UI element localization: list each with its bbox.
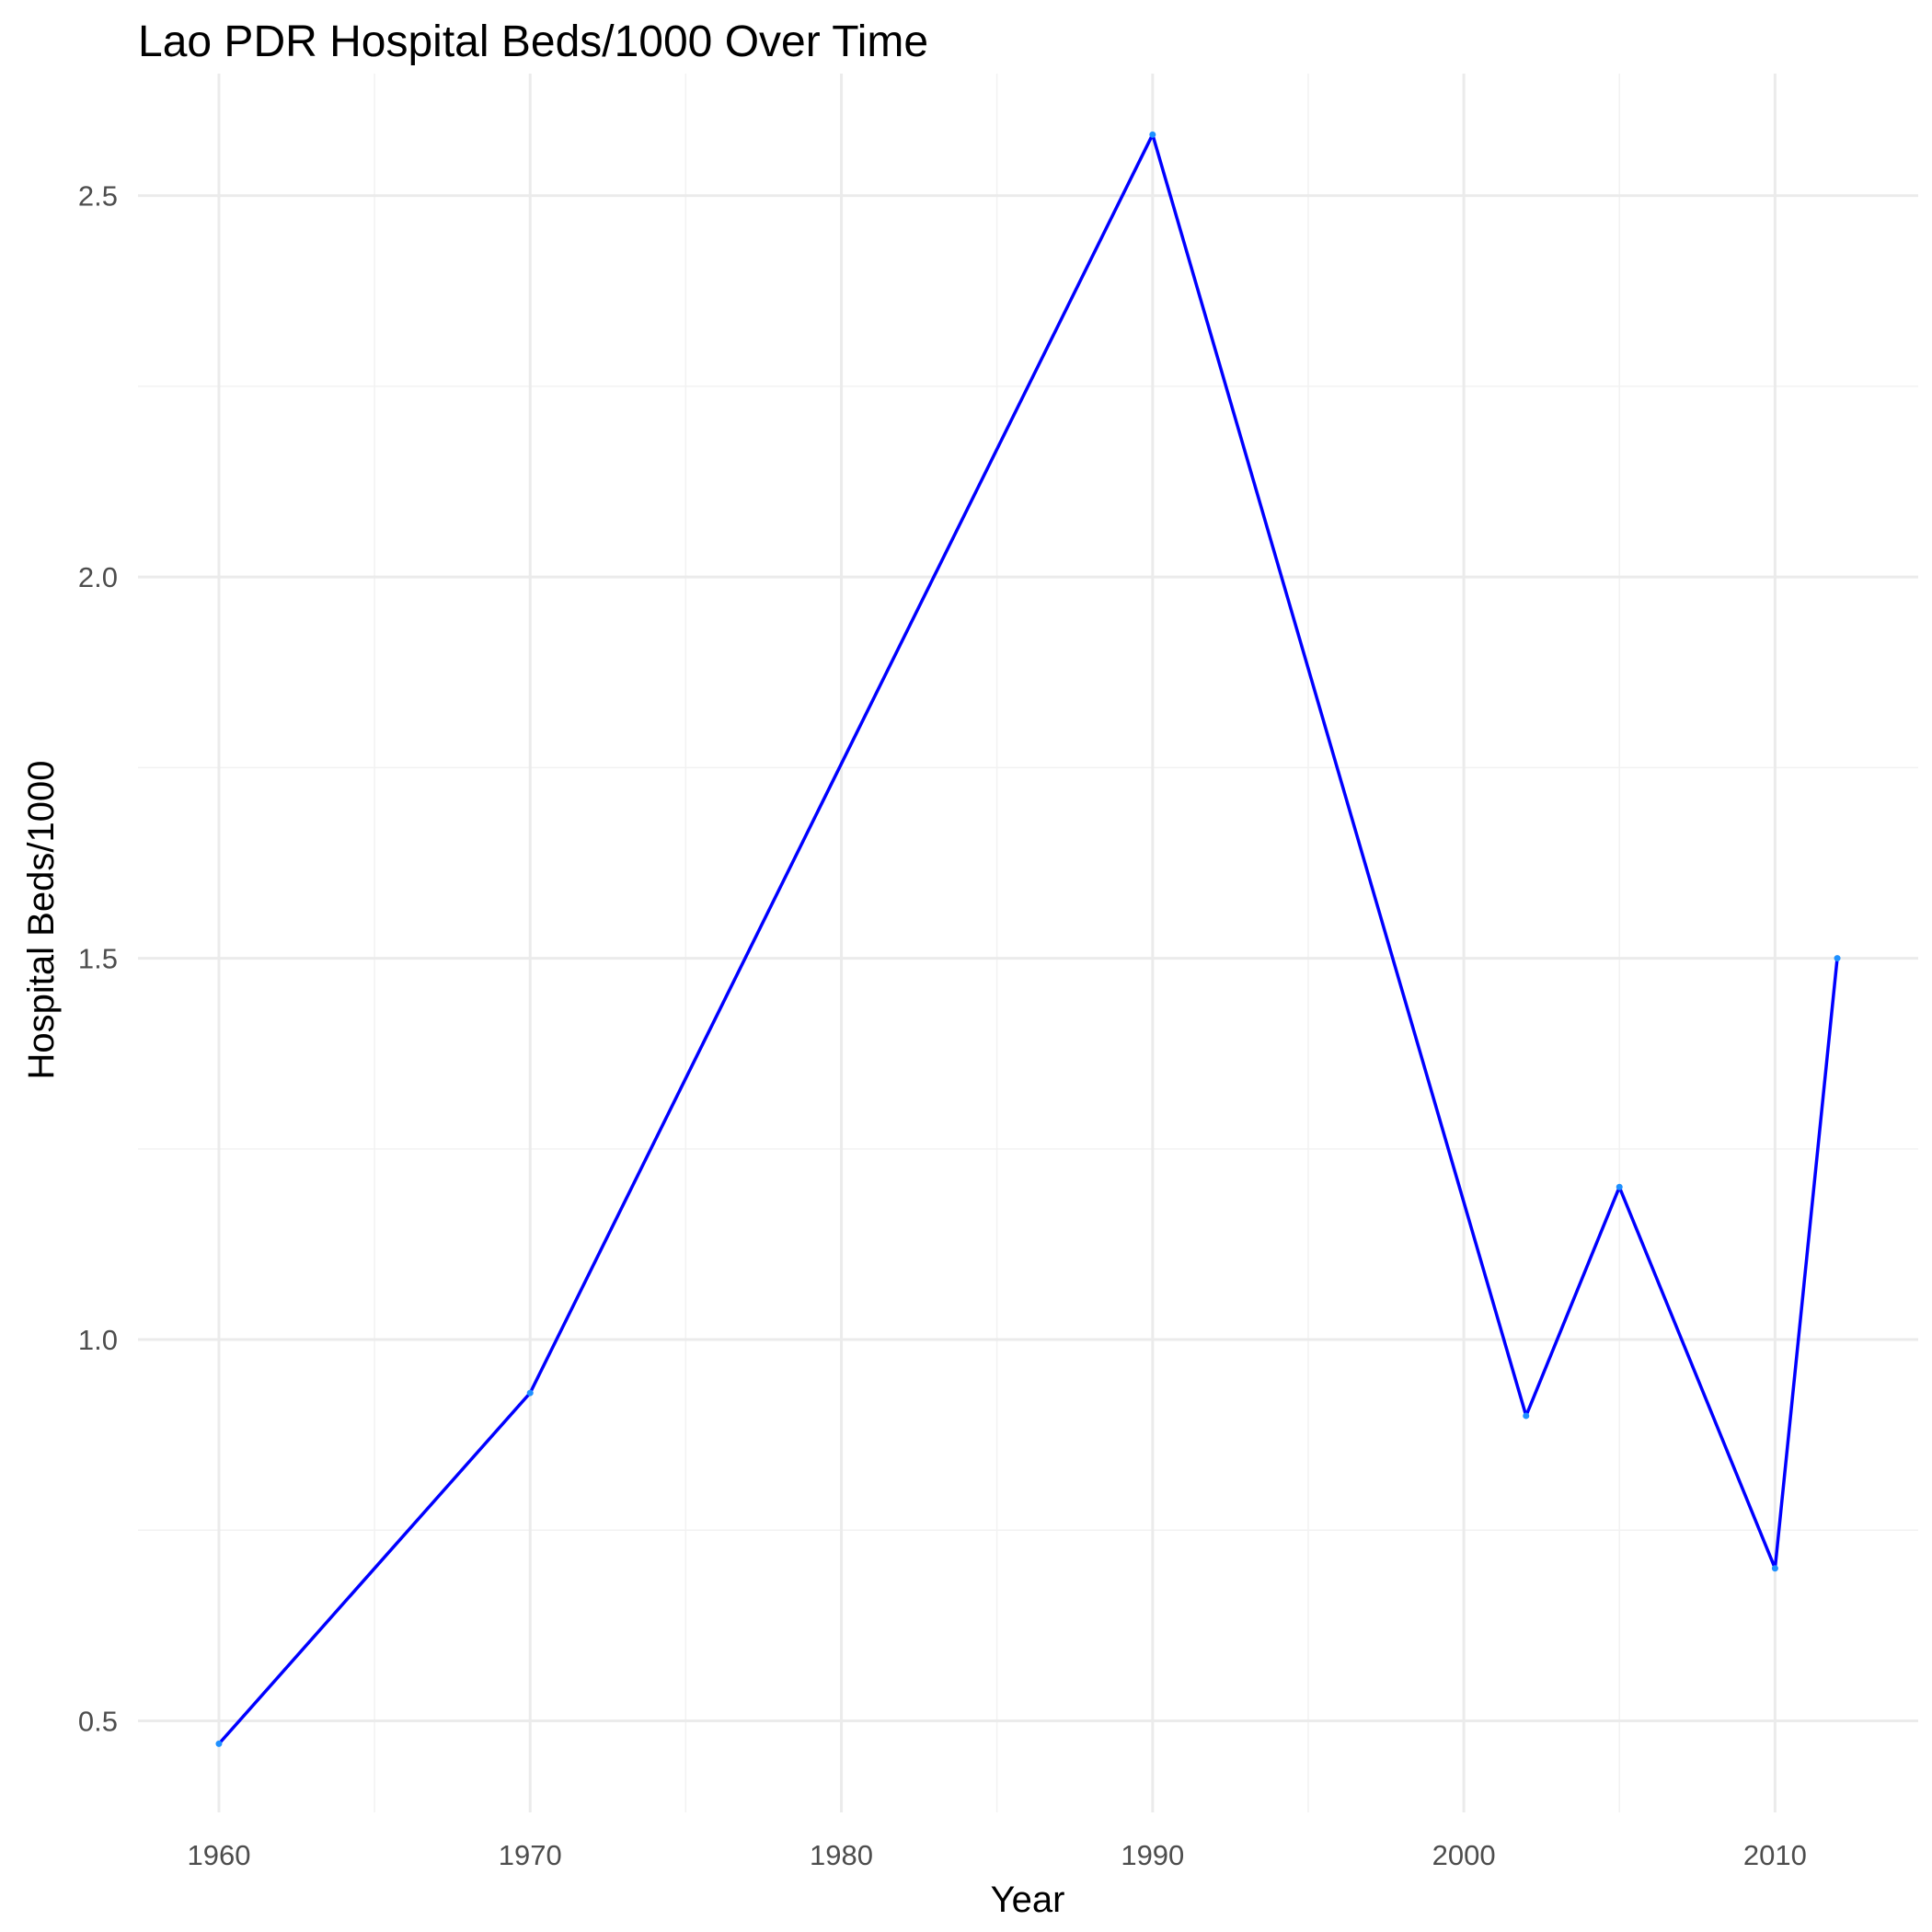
x-tick-label: 1990 [1121, 1839, 1184, 1871]
data-point [526, 1389, 534, 1397]
series-line [217, 132, 1839, 1745]
y-tick-label: 2.0 [78, 561, 118, 593]
x-tick-label: 2010 [1743, 1839, 1807, 1871]
x-tick-label: 1960 [187, 1839, 250, 1871]
y-tick-label: 1.5 [78, 943, 118, 975]
data-point [1616, 1183, 1623, 1190]
major-gridlines [138, 74, 1918, 1812]
x-tick-label: 1970 [499, 1839, 562, 1871]
x-tick-label: 2000 [1432, 1839, 1496, 1871]
y-tick-label: 0.5 [78, 1706, 118, 1738]
data-point [1771, 1565, 1778, 1572]
y-tick-label: 2.5 [78, 180, 118, 213]
series-layer [215, 131, 1841, 1747]
data-point [1523, 1412, 1530, 1420]
chart-title: Lao PDR Hospital Beds/1000 Over Time [138, 17, 928, 66]
y-tick-label: 1.0 [78, 1324, 118, 1356]
x-axis-tick-labels: 1960 1970 1980 1990 2000 2010 [187, 1839, 1806, 1871]
data-point [215, 1740, 223, 1747]
x-axis-title: Year [991, 1880, 1065, 1920]
y-axis-title: Hospital Beds/1000 [21, 761, 62, 1080]
data-point [1149, 131, 1156, 138]
x-tick-label: 1980 [810, 1839, 873, 1871]
data-point [1834, 955, 1841, 962]
minor-gridlines [138, 74, 1918, 1812]
y-axis-tick-labels: 0.5 1.0 1.5 2.0 2.5 [78, 180, 118, 1738]
